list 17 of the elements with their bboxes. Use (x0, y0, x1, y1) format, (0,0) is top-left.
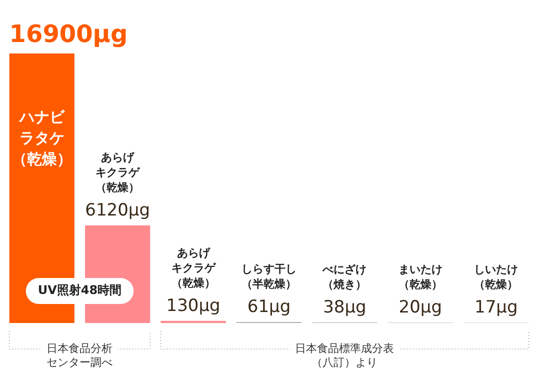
data-label: 17μg (474, 298, 518, 318)
text: 日本食品標準成分表（八訂）より (295, 342, 394, 369)
data-label: 38μg (323, 297, 366, 318)
x-tick-label: ハナビラタケ（乾燥） (12, 108, 72, 168)
data-label: 130μg (166, 296, 220, 316)
x-tick-label: まいたけ（乾燥） (398, 263, 442, 292)
x-tick-label: あらげキクラゲ（乾燥） (96, 150, 141, 194)
data-label: 20μg (398, 298, 442, 318)
text: 日本食品分析センター調べ (46, 342, 113, 369)
x-tick-label: しいたけ（乾燥） (474, 263, 518, 292)
data-label: 16900μg (9, 20, 128, 48)
annotation: UV照射48時間 (38, 283, 122, 298)
data-label: 6120μg (85, 200, 150, 220)
x-tick-label: べにざけ（焼き） (322, 262, 367, 291)
data-label: 61μg (247, 296, 291, 317)
x-tick-label: あらげキクラゲ（乾燥） (171, 246, 216, 290)
x-tick-label: しらす干し（半乾燥） (242, 262, 296, 290)
